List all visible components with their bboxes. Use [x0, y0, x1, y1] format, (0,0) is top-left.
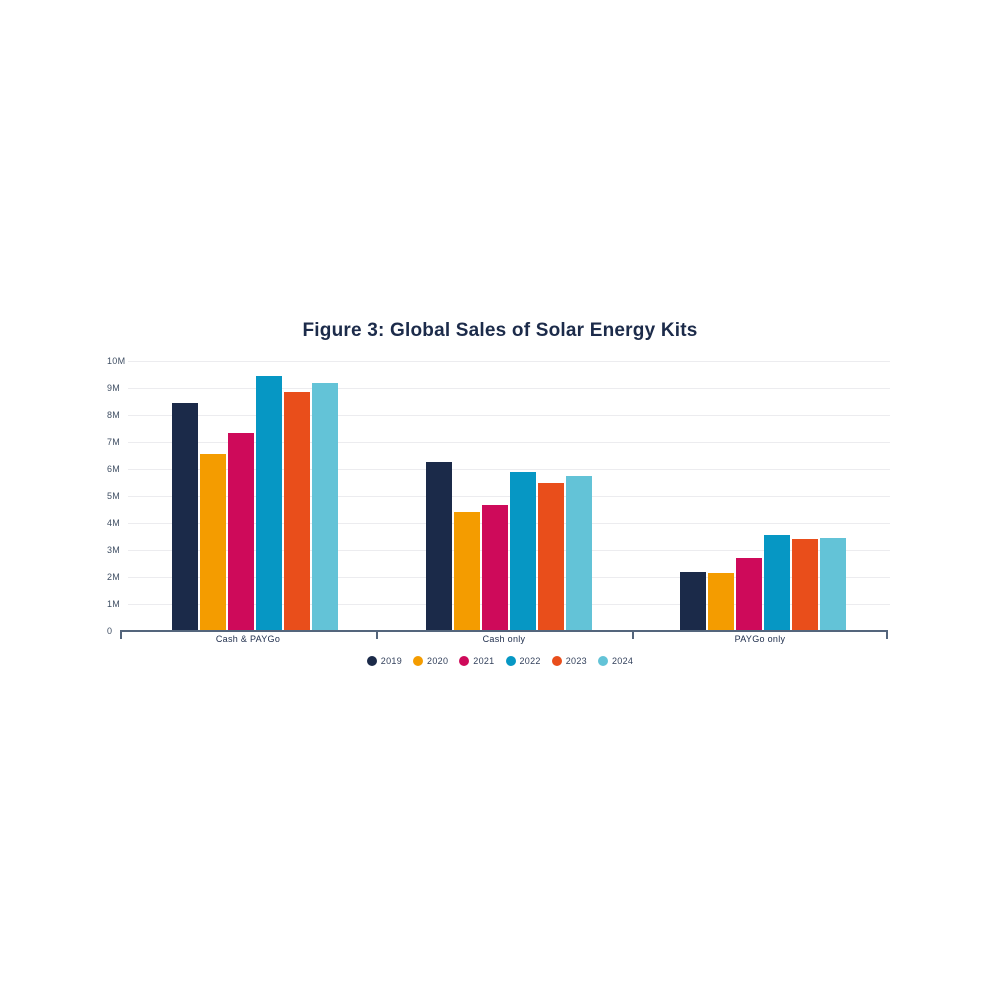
legend-item-2022[interactable]: 2022	[504, 655, 543, 667]
y-axis-tick-label: 9M	[107, 383, 121, 393]
chart-title: Figure 3: Global Sales of Solar Energy K…	[302, 320, 698, 341]
gridline	[128, 577, 890, 578]
bar-2022-cash-paygo[interactable]	[256, 375, 282, 631]
bar-group-cash-only	[382, 361, 636, 631]
bar-2023-cash-paygo[interactable]	[284, 392, 310, 631]
legend-label: 2022	[519, 656, 541, 666]
y-axis-tick-label: 5M	[107, 491, 121, 501]
category-label-cash-only: Cash only	[482, 634, 526, 644]
legend-label: 2019	[380, 656, 403, 666]
bar-2024-cash-only[interactable]	[566, 475, 592, 631]
legend-label: 2021	[473, 656, 495, 666]
category-label-paygo-only: PAYGo only	[734, 634, 786, 644]
bar-2021-cash-only[interactable]	[482, 505, 508, 631]
bars-layer	[128, 361, 890, 631]
gridline	[128, 550, 890, 551]
gridline	[128, 415, 890, 416]
bar-2022-paygo-only[interactable]	[764, 535, 790, 631]
x-axis-line	[120, 630, 888, 632]
bar-2024-cash-paygo[interactable]	[312, 382, 338, 631]
y-axis-tick-label: 6M	[107, 464, 121, 474]
legend-item-2021[interactable]: 2021	[457, 655, 496, 667]
y-axis-tick-label: 2M	[107, 572, 121, 582]
bar-2019-cash-only[interactable]	[426, 462, 452, 631]
legend-label: 2020	[427, 656, 449, 666]
y-axis-tick-label: 0	[107, 626, 113, 636]
plot-area	[128, 361, 890, 631]
legend-dot-2024	[597, 656, 608, 666]
legend-label: 2023	[565, 656, 587, 666]
legend-dot-2022	[505, 656, 516, 666]
bar-2022-cash-only[interactable]	[510, 471, 536, 631]
bar-2020-paygo-only[interactable]	[708, 572, 734, 631]
gridline	[128, 496, 890, 497]
gridline	[128, 442, 890, 443]
gridline	[128, 361, 890, 362]
x-axis-tick	[120, 631, 122, 639]
bar-group-cash-paygo	[128, 361, 382, 631]
bar-2020-cash-only[interactable]	[454, 512, 480, 631]
gridline	[128, 388, 890, 389]
legend-dot-2020	[413, 656, 424, 666]
legend-dot-2023	[551, 656, 562, 666]
y-axis-tick-label: 7M	[107, 437, 121, 447]
legend-item-2019[interactable]: 2019	[365, 655, 404, 667]
gridline	[128, 523, 890, 524]
gridline	[128, 604, 890, 605]
bar-2024-paygo-only[interactable]	[820, 537, 846, 631]
legend-label: 2024	[611, 656, 634, 666]
legend-item-2020[interactable]: 2020	[411, 655, 450, 667]
legend-dot-2021	[459, 656, 470, 666]
bar-2019-cash-paygo[interactable]	[172, 402, 198, 631]
bar-2021-cash-paygo[interactable]	[228, 432, 254, 631]
y-axis-tick-label: 10M	[107, 356, 126, 366]
legend-item-2024[interactable]: 2024	[596, 655, 635, 667]
x-axis-tick	[886, 631, 888, 639]
x-axis-category-labels: Cash & PAYGo Cash only PAYGo only	[120, 634, 888, 644]
x-axis-tick	[632, 631, 634, 639]
legend: 2019 2020 2021 2022 2023 2024	[0, 655, 1000, 667]
y-axis-tick-label: 8M	[107, 410, 121, 420]
y-axis-tick-label: 3M	[107, 545, 121, 555]
bar-2021-paygo-only[interactable]	[736, 558, 762, 631]
bar-group-paygo-only	[636, 361, 890, 631]
x-axis-tick	[376, 631, 378, 639]
gridline	[128, 469, 890, 470]
bar-2023-cash-only[interactable]	[538, 482, 564, 631]
y-axis-tick-label: 4M	[107, 518, 121, 528]
bar-2020-cash-paygo[interactable]	[200, 454, 226, 631]
bar-2023-paygo-only[interactable]	[792, 539, 818, 631]
legend-dot-2019	[366, 656, 377, 666]
y-axis-tick-label: 1M	[107, 599, 121, 609]
legend-item-2023[interactable]: 2023	[550, 655, 589, 667]
bar-2019-paygo-only[interactable]	[680, 571, 706, 631]
category-label-cash-paygo: Cash & PAYGo	[215, 634, 281, 644]
